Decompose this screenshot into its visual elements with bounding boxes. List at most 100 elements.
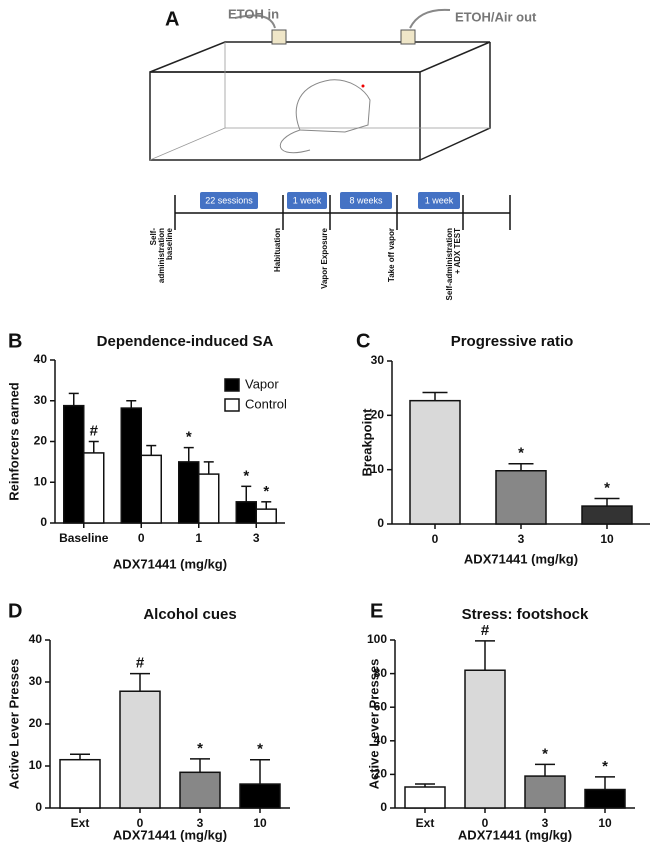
y-axis-label: Reinforcers earned bbox=[6, 382, 21, 501]
timeline-event: Self-administration bbox=[445, 228, 454, 301]
timeline-box bbox=[418, 192, 460, 209]
y-tick-label: 0 bbox=[40, 515, 47, 529]
y-axis-label: Active Lever Presses bbox=[366, 659, 381, 790]
x-tick-label: 0 bbox=[432, 532, 439, 546]
significance-marker: * bbox=[518, 445, 524, 462]
y-tick-label: 60 bbox=[374, 699, 388, 713]
y-tick-label: 0 bbox=[35, 800, 42, 814]
significance-marker: * bbox=[604, 479, 610, 496]
y-axis-label: Breakpoint bbox=[359, 408, 374, 477]
y-axis-label: Active Lever Presses bbox=[6, 659, 21, 790]
timeline-box bbox=[340, 192, 392, 209]
significance-marker: * bbox=[186, 429, 192, 446]
bar bbox=[239, 783, 281, 809]
significance-marker: # bbox=[90, 422, 99, 439]
outlet-label: ETOH/Air out bbox=[455, 9, 537, 24]
y-tick-label: 10 bbox=[34, 474, 48, 488]
bar bbox=[119, 690, 161, 809]
timeline-box-label: 22 sessions bbox=[205, 195, 253, 205]
x-tick-label: 3 bbox=[197, 816, 204, 830]
x-tick-label: Ext bbox=[416, 816, 435, 830]
timeline-event: administration bbox=[157, 228, 166, 283]
bar bbox=[235, 501, 257, 524]
chart-title: Alcohol cues bbox=[143, 606, 236, 623]
bar bbox=[495, 470, 547, 525]
bar bbox=[179, 771, 221, 809]
y-tick-label: 30 bbox=[29, 674, 43, 688]
legend-label: Control bbox=[245, 396, 287, 411]
significance-marker: * bbox=[263, 483, 269, 500]
panel-label: B bbox=[8, 330, 22, 352]
y-tick-label: 20 bbox=[374, 767, 388, 781]
y-tick-label: 20 bbox=[29, 716, 43, 730]
inlet-label: ETOH in bbox=[228, 6, 279, 21]
bar bbox=[581, 505, 633, 525]
timeline-event: Take off vapor bbox=[387, 228, 396, 282]
x-tick-label: Baseline bbox=[59, 531, 109, 545]
timeline-box bbox=[200, 192, 258, 209]
y-tick-label: 20 bbox=[34, 434, 48, 448]
chamber bbox=[149, 41, 491, 161]
y-tick-label: 40 bbox=[34, 352, 48, 366]
bar bbox=[255, 508, 277, 524]
timeline-event: + ADX TEST bbox=[453, 228, 462, 274]
timeline-event: baseline bbox=[165, 227, 174, 260]
bar bbox=[524, 775, 566, 809]
x-tick-label: 3 bbox=[253, 531, 260, 545]
x-tick-label: 10 bbox=[253, 816, 267, 830]
significance-marker: # bbox=[136, 655, 145, 672]
chart-title: Stress: footshock bbox=[462, 606, 589, 623]
legend-swatch bbox=[224, 378, 240, 392]
x-axis-label: ADX71441 (mg/kg) bbox=[113, 556, 227, 571]
bar bbox=[120, 407, 142, 524]
panel-label: A bbox=[165, 8, 179, 30]
x-tick-label: 3 bbox=[542, 816, 549, 830]
significance-marker: * bbox=[542, 745, 548, 762]
legend-swatch bbox=[224, 398, 240, 412]
x-axis-label: ADX71441 (mg/kg) bbox=[458, 827, 572, 842]
bar bbox=[584, 788, 626, 809]
bar bbox=[198, 473, 220, 524]
ports bbox=[234, 8, 451, 45]
x-tick-label: 1 bbox=[195, 531, 202, 545]
y-tick-label: 30 bbox=[34, 393, 48, 407]
x-tick-label: Ext bbox=[71, 816, 90, 830]
bar bbox=[409, 399, 461, 525]
x-axis-label: ADX71441 (mg/kg) bbox=[464, 551, 578, 566]
y-tick-label: 10 bbox=[371, 462, 385, 476]
bar bbox=[404, 786, 446, 809]
bar bbox=[59, 758, 101, 809]
x-tick-label: 10 bbox=[598, 816, 612, 830]
significance-marker: * bbox=[602, 758, 608, 775]
timeline-event: Habituation bbox=[273, 228, 282, 272]
timeline bbox=[174, 195, 511, 230]
bar bbox=[178, 461, 200, 524]
x-tick-label: 0 bbox=[482, 816, 489, 830]
x-tick-label: 10 bbox=[600, 532, 614, 546]
x-tick-label: 0 bbox=[137, 816, 144, 830]
timeline-event: Vapor Exposure bbox=[320, 227, 329, 288]
y-tick-label: 0 bbox=[380, 800, 387, 814]
y-tick-label: 20 bbox=[371, 408, 385, 422]
timeline-box-label: 8 weeks bbox=[349, 195, 383, 205]
bar bbox=[464, 669, 506, 809]
significance-marker: * bbox=[197, 740, 203, 757]
timeline-box-label: 1 week bbox=[425, 195, 454, 205]
significance-marker: * bbox=[257, 741, 263, 758]
y-tick-label: 100 bbox=[367, 632, 387, 646]
x-tick-label: 3 bbox=[518, 532, 525, 546]
chart-title: Dependence-induced SA bbox=[97, 333, 274, 350]
bar bbox=[63, 404, 85, 524]
bar bbox=[140, 454, 162, 524]
y-tick-label: 40 bbox=[29, 632, 43, 646]
panel-label: C bbox=[356, 330, 370, 352]
significance-marker: * bbox=[243, 467, 249, 484]
y-tick-label: 40 bbox=[374, 733, 388, 747]
y-tick-label: 80 bbox=[374, 666, 388, 680]
x-tick-label: 0 bbox=[138, 531, 145, 545]
panel-label: D bbox=[8, 600, 22, 622]
timeline-box-label: 1 week bbox=[293, 195, 322, 205]
y-tick-label: 10 bbox=[29, 758, 43, 772]
bar bbox=[83, 452, 105, 524]
